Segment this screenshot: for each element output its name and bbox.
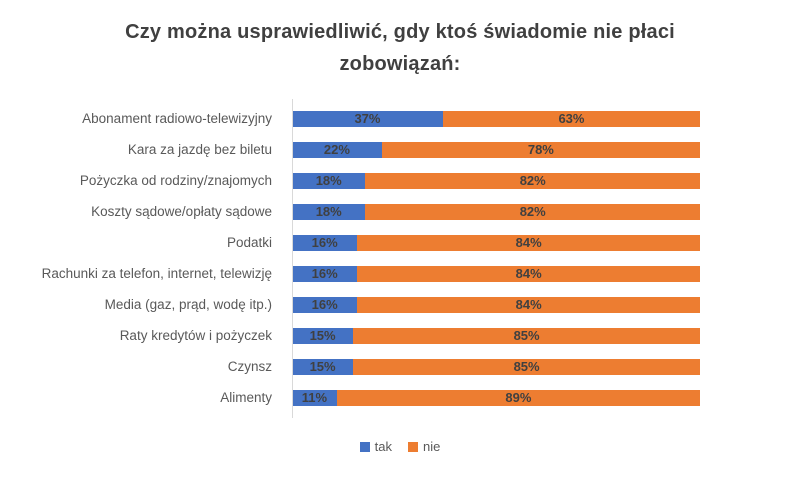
- data-label: 82%: [519, 204, 546, 219]
- bar-segment-nie: 63%: [442, 110, 700, 127]
- data-label: 85%: [513, 328, 540, 343]
- chart-row: Alimenty 11% 89%: [0, 382, 700, 413]
- bar-segment-tak: 18%: [292, 203, 366, 220]
- bar-track: 22% 78%: [292, 141, 700, 158]
- bar-track: 11% 89%: [292, 389, 700, 406]
- chart-row: Pożyczka od rodziny/znajomych 18% 82%: [0, 165, 700, 196]
- category-label: Pożyczka od rodziny/znajomych: [79, 173, 272, 188]
- category-label: Podatki: [226, 235, 272, 250]
- data-label: 84%: [515, 235, 542, 250]
- category-axis-line: [292, 99, 293, 418]
- data-label: 63%: [558, 111, 585, 126]
- chart-row: Raty kredytów i pożyczek 15% 85%: [0, 320, 700, 351]
- bar-segment-nie: 82%: [365, 172, 700, 189]
- data-label: 18%: [315, 204, 342, 219]
- bar-track: 16% 84%: [292, 234, 700, 251]
- legend-item-tak: tak: [359, 439, 392, 454]
- bar-track: 16% 84%: [292, 265, 700, 282]
- legend-item-nie: nie: [407, 439, 441, 454]
- category-label: Media (gaz, prąd, wodę itp.): [104, 297, 272, 312]
- bar-segment-nie: 85%: [353, 358, 700, 375]
- bar-track: 18% 82%: [292, 203, 700, 220]
- legend: tak nie: [0, 439, 800, 454]
- legend-swatch-nie: [407, 441, 418, 452]
- bar-segment-nie: 84%: [357, 265, 700, 282]
- chart-row: Abonament radiowo-telewizyjny 37% 63%: [0, 103, 700, 134]
- data-label: 84%: [515, 297, 542, 312]
- chart-row: Koszty sądowe/opłaty sądowe 18% 82%: [0, 196, 700, 227]
- legend-swatch-tak: [359, 441, 370, 452]
- bar-segment-tak: 16%: [292, 234, 358, 251]
- data-label: 15%: [309, 328, 336, 343]
- bar-segment-tak: 18%: [292, 172, 366, 189]
- legend-label: tak: [374, 439, 392, 454]
- data-label: 37%: [354, 111, 381, 126]
- chart-row: Kara za jazdę bez biletu 22% 78%: [0, 134, 700, 165]
- bar-segment-tak: 16%: [292, 296, 358, 313]
- category-label: Rachunki za telefon, internet, telewizję: [41, 266, 272, 281]
- bar-track: 37% 63%: [292, 110, 700, 127]
- chart-row: Czynsz 15% 85%: [0, 351, 700, 382]
- bar-segment-tak: 37%: [292, 110, 443, 127]
- bar-segment-nie: 82%: [365, 203, 700, 220]
- data-label: 15%: [309, 359, 336, 374]
- chart-row: Rachunki za telefon, internet, telewizję…: [0, 258, 700, 289]
- bar-segment-tak: 11%: [292, 389, 337, 406]
- data-label: 85%: [513, 359, 540, 374]
- bar-segment-nie: 89%: [336, 389, 700, 406]
- chart-title: Czy można usprawiedliwić, gdy ktoś świad…: [125, 21, 675, 75]
- category-label: Alimenty: [220, 390, 272, 405]
- category-label: Raty kredytów i pożyczek: [119, 328, 272, 343]
- data-label: 11%: [301, 390, 328, 405]
- bar-segment-nie: 84%: [357, 234, 700, 251]
- category-label: Czynsz: [227, 359, 272, 374]
- bar-track: 16% 84%: [292, 296, 700, 313]
- bar-track: 15% 85%: [292, 327, 700, 344]
- category-label: Koszty sądowe/opłaty sądowe: [91, 204, 272, 219]
- chart-rows: Abonament radiowo-telewizyjny 37% 63% Kara …: [0, 103, 700, 413]
- bar-segment-tak: 15%: [292, 358, 354, 375]
- data-label: 16%: [311, 266, 338, 281]
- bar-segment-tak: 15%: [292, 327, 354, 344]
- chart-row: Media (gaz, prąd, wodę itp.) 16% 84%: [0, 289, 700, 320]
- plot-area: Abonament radiowo-telewizyjny 37% 63% Kara …: [0, 99, 800, 418]
- data-label: 16%: [311, 297, 338, 312]
- data-label: 89%: [505, 390, 532, 405]
- data-label: 16%: [311, 235, 338, 250]
- bar-segment-tak: 22%: [292, 141, 382, 158]
- data-label: 78%: [527, 142, 554, 157]
- category-label: Abonament radiowo-telewizyjny: [82, 111, 272, 126]
- chart-row: Podatki 16% 84%: [0, 227, 700, 258]
- legend-label: nie: [422, 439, 441, 454]
- bar-segment-nie: 84%: [357, 296, 700, 313]
- data-label: 18%: [315, 173, 342, 188]
- bar-segment-nie: 78%: [381, 141, 700, 158]
- bar-track: 18% 82%: [292, 172, 700, 189]
- data-label: 82%: [519, 173, 546, 188]
- category-label: Kara za jazdę bez biletu: [127, 142, 272, 157]
- data-label: 84%: [515, 266, 542, 281]
- bar-segment-nie: 85%: [353, 327, 700, 344]
- data-label: 22%: [323, 142, 350, 157]
- bar-track: 15% 85%: [292, 358, 700, 375]
- bar-segment-tak: 16%: [292, 265, 358, 282]
